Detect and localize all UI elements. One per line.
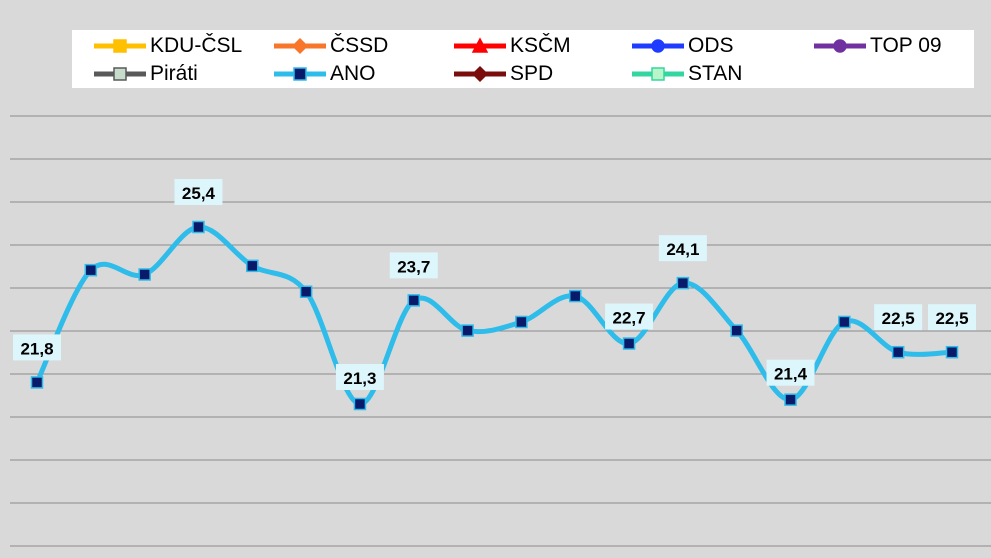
legend-item: KDU-ČSL — [92, 33, 242, 59]
legend-item: ANO — [272, 61, 376, 87]
data-point — [730, 324, 743, 337]
legend-item: SPD — [452, 61, 553, 87]
data-point — [138, 268, 151, 281]
legend-label: KSČM — [510, 34, 571, 57]
data-label-bg — [874, 304, 923, 331]
legend-swatch — [274, 37, 326, 55]
data-point — [784, 393, 797, 406]
data-point — [407, 294, 421, 307]
data-label: 23,7 — [397, 257, 430, 276]
data-label: 21,8 — [20, 339, 53, 358]
data-label-bg — [335, 364, 384, 390]
legend-item: ČSSD — [272, 33, 388, 59]
data-label-group: 21,4 — [766, 359, 815, 386]
legend-swatch — [94, 39, 146, 53]
data-point — [891, 345, 905, 359]
data-label-group: 22,5 — [874, 304, 923, 331]
data-point — [30, 376, 44, 389]
data-label-group: 21,3 — [335, 364, 384, 390]
data-label-bg — [174, 179, 223, 205]
series-line-ano — [34, 224, 953, 407]
data-label-bg — [13, 334, 61, 361]
legend-swatch — [632, 39, 684, 53]
legend-item: STAN — [630, 61, 742, 87]
legend-label: TOP 09 — [870, 34, 942, 57]
data-label: 21,3 — [343, 369, 376, 388]
data-label-group: 23,7 — [389, 252, 438, 279]
data-label-group: 22,5 — [928, 304, 976, 331]
data-point — [568, 289, 582, 303]
data-label-bg — [658, 235, 707, 262]
legend-swatch — [632, 67, 684, 81]
data-point — [246, 259, 259, 273]
data-label-bg — [928, 304, 976, 331]
data-label: 22,5 — [935, 309, 968, 328]
legend-swatch — [274, 67, 326, 81]
legend-item: Piráti — [92, 61, 198, 87]
legend-swatch — [814, 39, 866, 53]
data-point — [353, 397, 367, 411]
data-label-bg — [605, 303, 654, 330]
legend-swatch — [454, 37, 506, 53]
data-point — [945, 345, 959, 359]
legend-label: KDU-ČSL — [150, 34, 243, 57]
data-label-group: 24,1 — [658, 235, 707, 262]
data-label-group: 21,8 — [13, 334, 61, 361]
legend-label: ANO — [330, 62, 376, 85]
data-point — [299, 285, 313, 299]
data-label: 22,7 — [613, 309, 646, 328]
data-label-bg — [389, 252, 438, 279]
data-point — [838, 315, 851, 329]
legend-label: STAN — [688, 62, 743, 85]
legend-item: KSČM — [452, 33, 571, 59]
data-point — [192, 220, 205, 234]
legend-label: ČSSD — [330, 34, 389, 57]
data-point — [515, 315, 528, 329]
data-point — [622, 337, 636, 350]
data-label-group: 22,7 — [605, 303, 654, 330]
data-point — [84, 263, 98, 277]
legend-label: ODS — [688, 34, 734, 57]
legend: KDU-ČSL ČSSD KSČM ODS TOP 09 Piráti ANO SPD STAN — [72, 30, 974, 88]
legend-label: Piráti — [150, 62, 198, 85]
data-label-group: 25,4 — [174, 179, 223, 205]
legend-swatch — [454, 65, 506, 83]
data-point — [461, 324, 474, 337]
data-label-bg — [766, 359, 815, 386]
legend-item: TOP 09 — [812, 33, 942, 59]
legend-item: ODS — [630, 33, 734, 59]
data-point — [676, 276, 690, 290]
legend-swatch — [94, 67, 146, 81]
data-label: 22,5 — [882, 309, 915, 328]
data-label: 24,1 — [666, 240, 699, 259]
data-label: 25,4 — [182, 184, 216, 203]
legend-label: SPD — [510, 62, 554, 85]
data-label: 21,4 — [774, 365, 808, 384]
